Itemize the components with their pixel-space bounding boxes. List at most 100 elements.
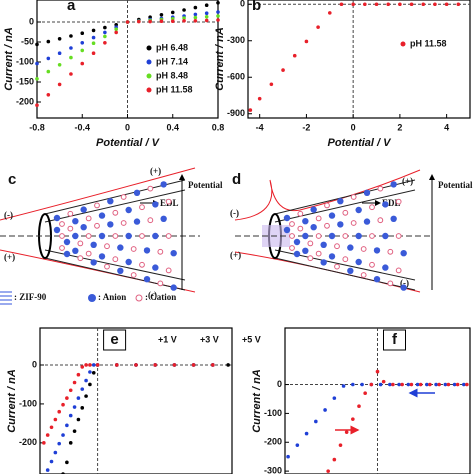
point <box>360 382 364 387</box>
cation <box>360 272 367 278</box>
point <box>327 11 332 15</box>
anion <box>400 250 407 257</box>
point <box>344 430 349 434</box>
anion <box>125 206 132 214</box>
anion <box>328 253 336 260</box>
point <box>332 457 337 462</box>
anion <box>117 244 124 251</box>
panel-label: c <box>8 171 16 188</box>
anion <box>355 232 362 240</box>
cation <box>289 221 295 227</box>
cation <box>350 194 357 200</box>
point <box>46 93 51 97</box>
anion <box>283 226 291 234</box>
point <box>216 14 220 18</box>
cation-icon <box>135 294 143 302</box>
anion <box>152 201 159 208</box>
edl-label: EDL <box>382 198 401 208</box>
anion <box>302 232 309 240</box>
panel-label: e <box>110 331 118 348</box>
cation <box>59 221 65 227</box>
anion <box>390 215 397 222</box>
point <box>418 382 423 387</box>
anion <box>347 244 354 251</box>
anion <box>337 198 344 205</box>
point <box>45 433 50 437</box>
anion <box>390 181 397 188</box>
point <box>80 31 85 35</box>
point <box>193 15 198 20</box>
point <box>65 460 69 465</box>
cation <box>369 233 375 239</box>
anion-icon <box>88 294 96 302</box>
point <box>35 61 39 66</box>
cation <box>157 248 164 255</box>
point <box>153 363 157 367</box>
point <box>57 37 62 41</box>
cation <box>157 280 164 287</box>
point <box>434 382 438 387</box>
point <box>76 417 81 422</box>
point <box>115 363 119 367</box>
x-tick-label: 0.8 <box>212 122 225 132</box>
anion <box>347 267 354 274</box>
legend-label: pH 11.58 <box>410 38 447 48</box>
point <box>57 441 61 446</box>
point <box>72 429 77 433</box>
point <box>295 443 300 447</box>
point <box>84 363 88 367</box>
axis-label: Potential <box>438 180 473 190</box>
point <box>456 2 461 7</box>
cation <box>67 225 74 232</box>
cation <box>315 250 322 257</box>
anion <box>310 224 317 231</box>
panel-label: f <box>392 331 398 348</box>
cation <box>342 209 349 216</box>
anion <box>373 247 381 254</box>
point <box>211 363 215 367</box>
point <box>316 25 320 29</box>
point <box>323 408 327 412</box>
legend-text: : ZIF-90 <box>14 292 47 302</box>
y-tick-label: 0 <box>240 0 245 9</box>
cation <box>395 198 402 205</box>
anion <box>117 267 124 274</box>
cation <box>130 272 137 278</box>
cation <box>94 202 100 209</box>
anion <box>382 201 389 208</box>
legend-marker <box>146 45 152 51</box>
charge: (+) <box>230 250 241 260</box>
point <box>204 3 209 7</box>
point <box>465 382 469 387</box>
point <box>57 51 62 55</box>
legend-label: pH 11.58 <box>156 84 193 94</box>
cation <box>112 256 119 263</box>
anion <box>302 247 309 254</box>
cation <box>369 204 375 211</box>
point <box>437 382 441 387</box>
cation <box>324 202 330 209</box>
cation <box>104 243 110 250</box>
point <box>351 417 355 421</box>
plot-frame <box>39 327 233 474</box>
point <box>338 443 343 447</box>
anion <box>382 264 389 271</box>
anion <box>107 221 114 228</box>
point <box>35 42 39 47</box>
anion <box>160 181 167 188</box>
legend-marker <box>400 41 406 47</box>
anion <box>143 247 151 254</box>
cation <box>120 194 127 200</box>
cation <box>387 280 394 287</box>
point <box>409 2 414 7</box>
y-tick-label: -300 <box>227 35 245 45</box>
cation <box>297 225 304 232</box>
point <box>216 18 220 22</box>
cation <box>165 267 172 274</box>
point <box>292 53 297 58</box>
point <box>332 396 337 400</box>
point <box>182 16 186 20</box>
point <box>35 77 39 81</box>
anion <box>63 238 71 246</box>
point <box>88 382 92 387</box>
